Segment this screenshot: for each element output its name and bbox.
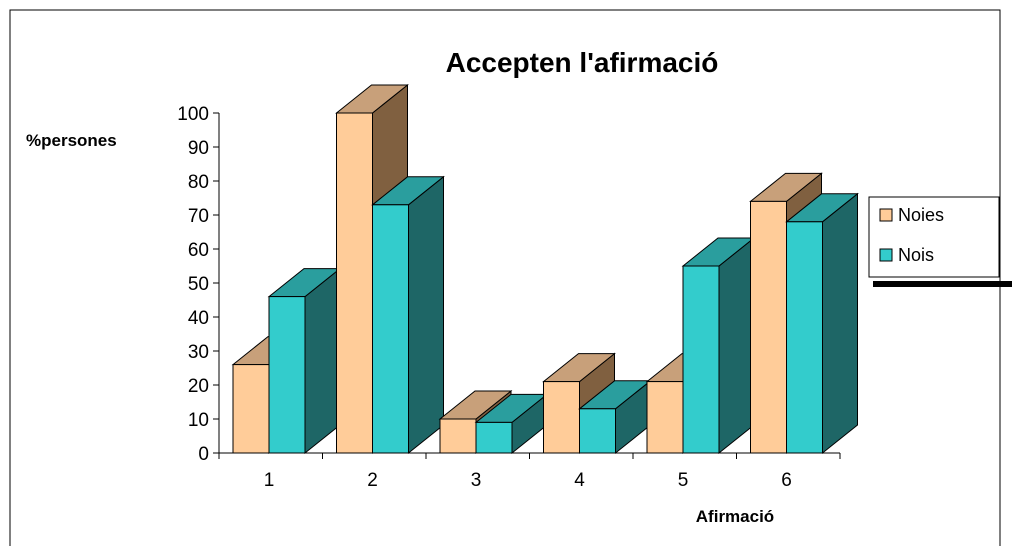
bar-front: [268, 296, 306, 454]
x-tick-label: 1: [264, 470, 275, 491]
bar-front: [232, 364, 270, 454]
bar-side: [718, 236, 755, 455]
bar-nois-1: [267, 267, 342, 455]
y-tick-label: 100: [177, 104, 209, 125]
y-tick-label: 70: [188, 206, 209, 227]
y-tick-label: 60: [188, 240, 209, 261]
bars: [231, 83, 859, 455]
y-tick-label: 20: [188, 376, 209, 397]
x-tick-label: 4: [574, 470, 585, 491]
bar-front: [579, 408, 616, 454]
y-axis: 0 10 20 30 40 50 60 70 80 90 100: [177, 104, 220, 465]
x-tick-label: 2: [367, 470, 378, 491]
bar-side: [304, 267, 341, 455]
legend-label-noies: Noies: [898, 205, 944, 225]
y-tick-label: 80: [188, 172, 209, 193]
x-axis-title: Afirmació: [696, 507, 774, 526]
chart-border: [9, 9, 1001, 546]
chart-title: Accepten l'afirmació: [446, 47, 719, 78]
bar-front: [750, 200, 787, 454]
y-tick-label: 30: [188, 342, 209, 363]
x-tick-label: 6: [781, 470, 792, 491]
y-tick-label: 90: [188, 138, 209, 159]
bar-front: [682, 265, 720, 454]
bar-side: [408, 175, 444, 455]
bar-front: [475, 421, 513, 454]
y-tick-label: 50: [188, 274, 209, 295]
bar-front: [646, 381, 684, 454]
bar-nois-6: [785, 192, 859, 455]
bar-front: [543, 381, 580, 454]
x-axis: 1 2 3 4 5 6: [218, 452, 841, 491]
y-tick-label: 0: [198, 444, 209, 465]
legend-label-nois: Nois: [898, 245, 934, 265]
bar-nois-2: [371, 175, 445, 455]
y-axis-title: %persones: [26, 131, 117, 150]
x-tick-label: 5: [678, 470, 689, 491]
bar-front: [439, 418, 477, 454]
legend-swatch-nois: [879, 248, 893, 262]
legend-shadow: [873, 281, 1012, 287]
bar-side: [822, 192, 858, 455]
bar-front: [336, 112, 373, 454]
legend-swatch-noies: [879, 208, 893, 222]
bar-front: [372, 204, 409, 454]
legend: Noies Nois: [868, 196, 1012, 287]
y-tick-label: 40: [188, 308, 209, 329]
bar-front: [786, 221, 823, 454]
bar-nois-5: [681, 236, 756, 455]
bar-nois-3: [474, 393, 549, 455]
y-tick-label: 10: [188, 410, 209, 431]
x-tick-label: 3: [471, 470, 482, 491]
